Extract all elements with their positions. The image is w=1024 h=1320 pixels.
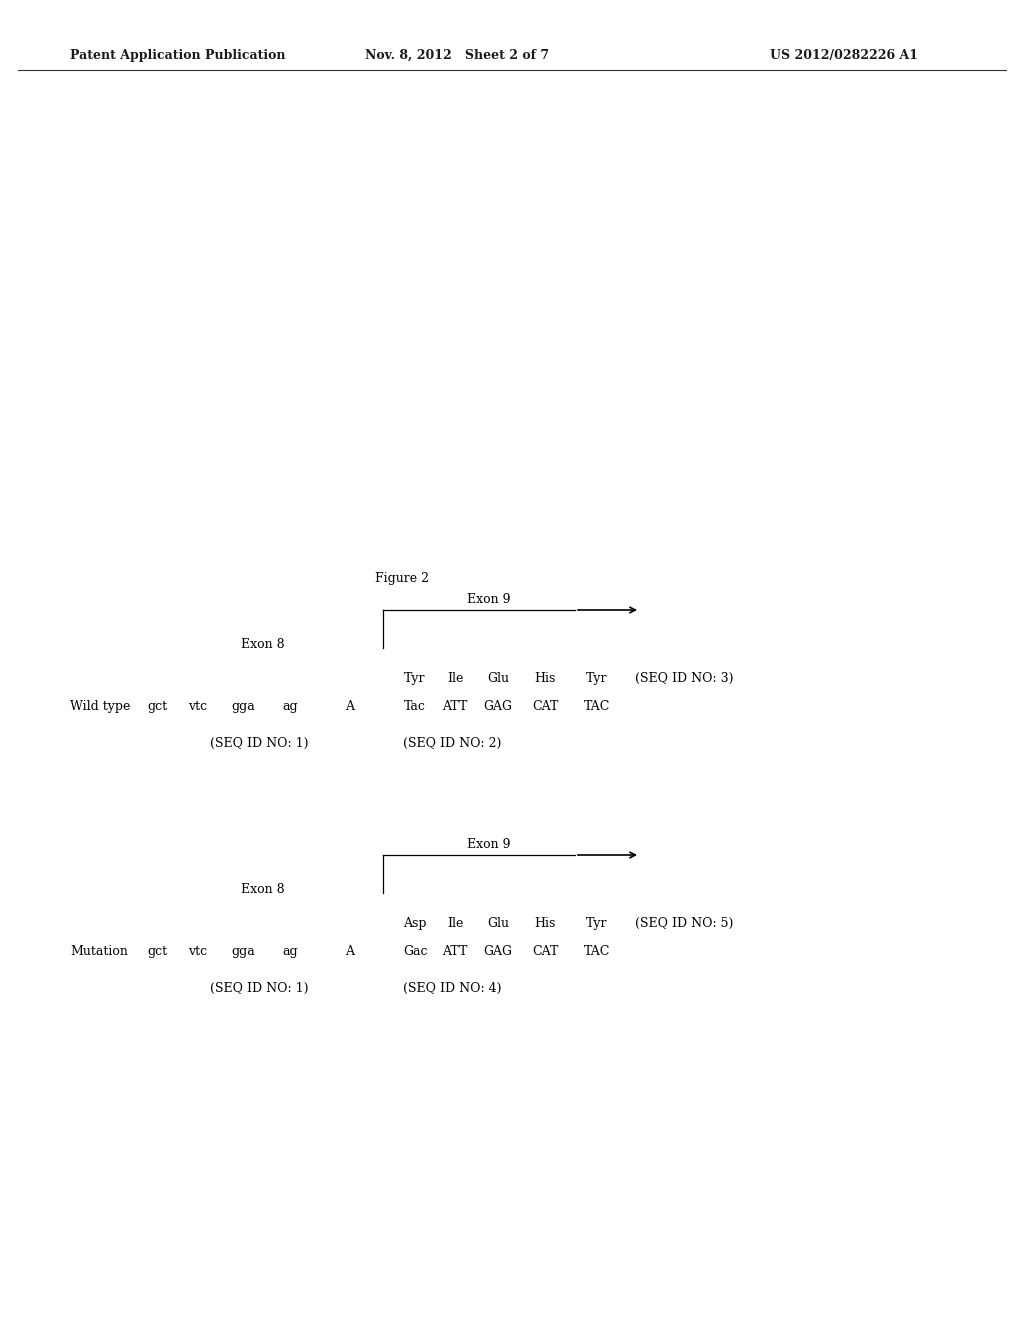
Text: Tyr: Tyr xyxy=(404,672,426,685)
Text: His: His xyxy=(535,917,556,931)
Text: (SEQ ID NO: 4): (SEQ ID NO: 4) xyxy=(403,982,502,995)
Text: (SEQ ID NO: 1): (SEQ ID NO: 1) xyxy=(210,737,308,750)
Text: vtc: vtc xyxy=(188,945,208,958)
Text: Glu: Glu xyxy=(487,917,509,931)
Text: Tyr: Tyr xyxy=(587,917,608,931)
Text: US 2012/0282226 A1: US 2012/0282226 A1 xyxy=(770,49,918,62)
Text: Nov. 8, 2012   Sheet 2 of 7: Nov. 8, 2012 Sheet 2 of 7 xyxy=(365,49,549,62)
Text: (SEQ ID NO: 5): (SEQ ID NO: 5) xyxy=(635,917,733,931)
Text: His: His xyxy=(535,672,556,685)
Text: A: A xyxy=(345,700,354,713)
Text: Wild type: Wild type xyxy=(70,700,130,713)
Text: Mutation: Mutation xyxy=(70,945,128,958)
Text: Ile: Ile xyxy=(446,672,463,685)
Text: TAC: TAC xyxy=(584,700,610,713)
Text: Tyr: Tyr xyxy=(587,672,608,685)
Text: (SEQ ID NO: 1): (SEQ ID NO: 1) xyxy=(210,982,308,995)
Text: Patent Application Publication: Patent Application Publication xyxy=(70,49,286,62)
Text: Asp: Asp xyxy=(403,917,427,931)
Text: GAG: GAG xyxy=(483,700,512,713)
Text: Figure 2: Figure 2 xyxy=(375,572,429,585)
Text: Exon 9: Exon 9 xyxy=(467,838,511,851)
Text: Exon 8: Exon 8 xyxy=(242,883,285,896)
Text: ATT: ATT xyxy=(442,700,468,713)
Text: (SEQ ID NO: 3): (SEQ ID NO: 3) xyxy=(635,672,733,685)
Text: CAT: CAT xyxy=(531,700,558,713)
Text: Ile: Ile xyxy=(446,917,463,931)
Text: Gac: Gac xyxy=(402,945,427,958)
Text: Exon 9: Exon 9 xyxy=(467,593,511,606)
Text: gct: gct xyxy=(146,945,167,958)
Text: ag: ag xyxy=(283,945,298,958)
Text: ag: ag xyxy=(283,700,298,713)
Text: TAC: TAC xyxy=(584,945,610,958)
Text: Glu: Glu xyxy=(487,672,509,685)
Text: A: A xyxy=(345,945,354,958)
Text: ATT: ATT xyxy=(442,945,468,958)
Text: Exon 8: Exon 8 xyxy=(242,638,285,651)
Text: gga: gga xyxy=(231,945,255,958)
Text: GAG: GAG xyxy=(483,945,512,958)
Text: (SEQ ID NO: 2): (SEQ ID NO: 2) xyxy=(403,737,502,750)
Text: vtc: vtc xyxy=(188,700,208,713)
Text: CAT: CAT xyxy=(531,945,558,958)
Text: gct: gct xyxy=(146,700,167,713)
Text: Tac: Tac xyxy=(404,700,426,713)
Text: gga: gga xyxy=(231,700,255,713)
